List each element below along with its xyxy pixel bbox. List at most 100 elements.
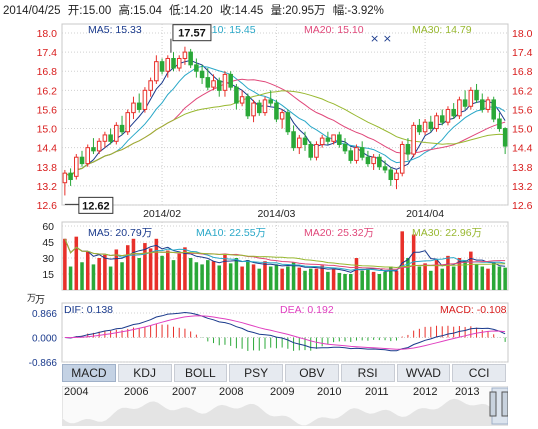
candle-body [68, 172, 73, 181]
volume-bar [263, 261, 267, 290]
candle-body [377, 156, 382, 168]
price-tick-left: 15.6 [37, 104, 58, 116]
volume-bar [103, 254, 107, 290]
candle-body [331, 134, 336, 142]
price-tick-left: 17.4 [37, 47, 58, 59]
candle-body [291, 131, 296, 149]
volume-bar [297, 267, 302, 290]
candle-body [411, 124, 416, 155]
candle-body [114, 124, 119, 142]
range-scrollbar[interactable] [62, 386, 508, 426]
high-marker-label: 17.57 [178, 28, 206, 40]
candle-body [348, 150, 354, 161]
year-label: 2006 [124, 386, 149, 398]
candle-body [228, 73, 233, 88]
volume-ma-line [64, 238, 506, 273]
volume-bar [474, 264, 479, 290]
scroll-handle-left[interactable] [489, 391, 497, 417]
volume-unit: 万 [35, 295, 45, 306]
candle-body [302, 137, 308, 145]
tab-boll[interactable]: BOLL [173, 364, 228, 382]
volume-bar [206, 260, 210, 290]
candle-body [234, 86, 239, 104]
candle-body [74, 156, 79, 177]
volume-bar [314, 268, 319, 290]
year-label: 2009 [270, 386, 295, 398]
candle-body [159, 61, 165, 72]
volume-bar [434, 260, 439, 290]
volume-bar [337, 272, 342, 290]
price-tick-right: 16.8 [512, 66, 533, 78]
volume-bar [389, 266, 393, 290]
price-ma-legend: MA5: 15.33 [88, 24, 142, 36]
date-tick: 2014/02 [143, 208, 181, 220]
volume-bar [348, 274, 353, 290]
price-ma-line [64, 65, 506, 177]
volume-bar [343, 274, 347, 290]
tab-wvad[interactable]: WVAD [396, 364, 451, 382]
tab-kdj[interactable]: KDJ [117, 364, 172, 382]
candle-body [439, 115, 445, 123]
volume-bar [125, 245, 130, 290]
volume-tick: 45 [42, 237, 54, 249]
macd-dif-line [64, 311, 506, 352]
volume-bar [446, 255, 450, 290]
year-label: 2012 [413, 386, 438, 398]
candle-body [359, 147, 365, 158]
volume-bar [463, 260, 467, 290]
price-tick-left: 14.4 [37, 143, 58, 155]
candle-body [279, 112, 285, 120]
volume-bar [366, 268, 370, 290]
volume-bar [394, 270, 399, 290]
candle-body [297, 137, 302, 149]
candle-body [131, 102, 136, 114]
price-tick-left: 13.8 [37, 162, 58, 174]
macd-tick: 0.866 [32, 309, 57, 320]
tab-psy[interactable]: PSY [229, 364, 283, 382]
tab-cci[interactable]: CCI [452, 364, 506, 382]
price-ma-legend: MA20: 15.10 [304, 24, 364, 36]
volume-x-unit: 万 [27, 294, 36, 304]
price-tick-left: 15.0 [37, 124, 58, 136]
candle-body [256, 102, 262, 114]
candle-body [102, 134, 108, 142]
year-axis: 2004 2006 2007 2008 2009 2010 2011 2012 2013 [62, 386, 508, 398]
header-close: 14.45 [235, 5, 264, 17]
tab-rsi[interactable]: RSI [340, 364, 395, 382]
volume-bar [217, 265, 222, 290]
candle-body [148, 80, 153, 91]
candle-body [251, 102, 256, 117]
candle-body [342, 143, 348, 152]
tab-obv[interactable]: OBV [285, 364, 339, 382]
volume-bar [469, 251, 473, 290]
volume-bar [108, 266, 113, 290]
scroll-handle-right[interactable] [501, 391, 508, 417]
candle-body [85, 147, 91, 165]
candle-body [211, 80, 216, 88]
candle-body [268, 99, 273, 104]
price-ma-legend: MA30: 14.79 [412, 24, 472, 36]
candle-body [194, 64, 199, 72]
price-tick-left: 12.6 [37, 200, 58, 212]
candle-body [497, 118, 502, 130]
volume-bar [429, 270, 433, 290]
volume-bar [120, 262, 124, 290]
volume-panel: 60 45 30 15 万 MA5: 20.79万 MA10: 22.55万 MA20: 25… [35, 221, 509, 306]
candle-body [405, 143, 411, 155]
volume-bar [360, 270, 364, 290]
volume-bar [223, 254, 227, 290]
candle-body [188, 51, 193, 66]
volume-bar [417, 266, 422, 290]
candle-body [136, 102, 142, 110]
price-tick-right: 12.6 [512, 200, 533, 212]
volume-ma-legend: MA5: 20.79万 [88, 227, 152, 239]
high-marker-box [172, 24, 212, 42]
candle-body [142, 89, 148, 110]
price-tick-left: 16.8 [37, 66, 58, 78]
volume-tick: 30 [42, 253, 54, 265]
tab-macd[interactable]: MACD [62, 364, 116, 382]
volume-bar [114, 249, 119, 290]
volume-bar [326, 271, 330, 290]
volume-bar [497, 266, 502, 290]
